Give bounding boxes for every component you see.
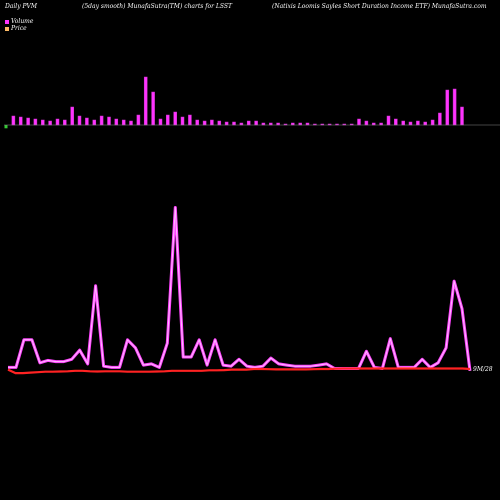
volume-bar (158, 118, 163, 126)
volume-bar (401, 120, 405, 126)
volume-bar (85, 117, 89, 126)
volume-bar (107, 116, 111, 126)
volume-bar (408, 121, 413, 126)
volume-bar (114, 118, 119, 126)
volume-smooth-glow (8, 206, 472, 371)
volume-bar (4, 125, 8, 129)
volume-bar (77, 115, 82, 126)
volume-bar (202, 120, 207, 126)
volume-bar (166, 114, 170, 126)
volume-bar (41, 119, 45, 126)
volume-bar (254, 120, 258, 126)
volume-bar (33, 118, 38, 126)
volume-bar (92, 119, 97, 126)
legend-volume-swatch (5, 19, 9, 24)
volume-bar (246, 120, 251, 126)
header-left: Daily PVM (5, 3, 38, 10)
volume-bar (224, 121, 229, 126)
price-line (7, 367, 471, 375)
volume-bar (18, 116, 23, 126)
lower-panel (7, 206, 472, 375)
legend-price-label: Price (11, 25, 27, 32)
volume-bar (210, 119, 214, 126)
legend-volume-label: Volume (11, 18, 34, 25)
volume-bar (232, 121, 236, 126)
volume-bar (195, 119, 199, 126)
volume-bar (99, 115, 104, 126)
volume-bar (460, 106, 464, 126)
volume-bar (394, 118, 398, 126)
legend-price: Price (5, 25, 27, 32)
volume-bar (173, 111, 177, 126)
volume-bar (423, 121, 427, 126)
volume-bar (357, 118, 361, 126)
header-right: (Natixis Loomis Sayles Short Duration In… (272, 3, 487, 10)
volume-bar (129, 120, 133, 126)
legend-price-swatch (5, 26, 9, 31)
volume-bar (11, 115, 16, 126)
volume-bar (26, 117, 30, 126)
volume-smooth-line (8, 207, 471, 371)
volume-bar (188, 114, 192, 126)
volume-bar (386, 115, 391, 126)
volume-bar (416, 120, 420, 126)
header-middle: (5day smooth) MunafaSutra(TM) charts for… (82, 3, 232, 10)
volume-bar (136, 114, 141, 126)
volume-bars (4, 76, 464, 129)
volume-bar (438, 112, 442, 126)
volume-bar (121, 119, 126, 126)
volume-bar (70, 106, 74, 126)
legend-volume: Volume (5, 18, 33, 25)
volume-bar (48, 120, 52, 126)
volume-bar (143, 76, 148, 126)
volume-bar (63, 119, 67, 126)
volume-bar (364, 120, 369, 126)
volume-bar (445, 89, 450, 126)
price-tag-label: 9M/28 (473, 366, 493, 373)
volume-bar (55, 118, 60, 126)
volume-bar (180, 116, 185, 126)
volume-bar (452, 88, 457, 126)
volume-bar (217, 120, 222, 126)
volume-bar (430, 119, 435, 126)
volume-bar (151, 91, 155, 126)
